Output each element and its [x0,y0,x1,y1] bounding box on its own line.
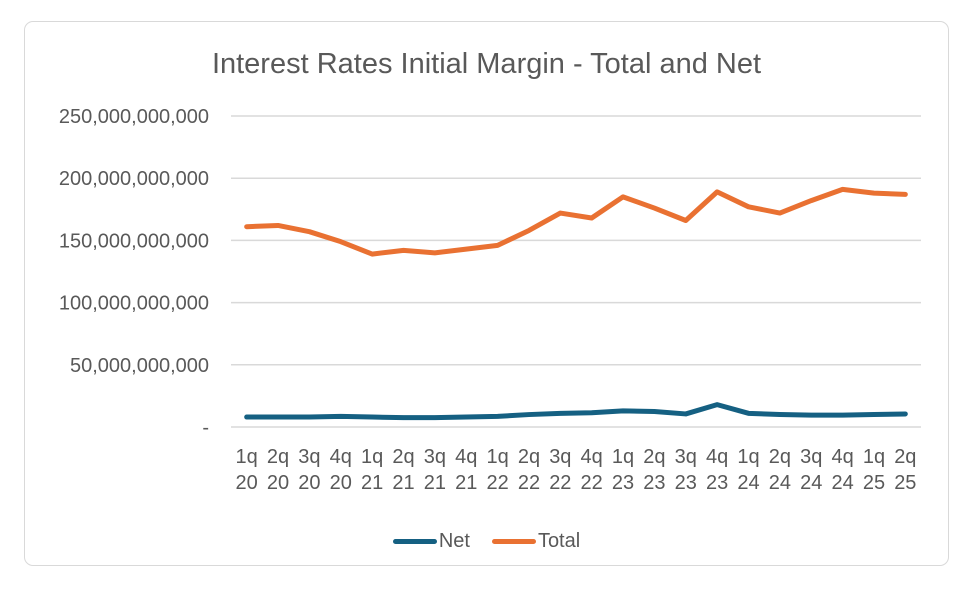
legend-item-net: Net [392,529,470,553]
y-axis-label: - [202,417,209,439]
x-axis-label: 3q 20 [298,446,320,494]
x-axis-label: 4q 24 [831,446,853,494]
x-axis-label: 3q 22 [549,446,571,494]
y-axis-label: 150,000,000,000 [59,230,209,252]
total-series-line [244,186,908,257]
net-series-line [244,402,908,421]
x-axis-label: 1q 23 [612,446,634,494]
net-legend-label: Net [438,529,470,552]
x-axis-label: 2q 23 [643,446,665,494]
net-line-swatch-icon [392,538,437,544]
total-line-swatch-icon [491,538,536,544]
x-axis-label: 1q 21 [361,446,383,494]
x-axis-label: 4q 21 [455,446,477,494]
y-axis-label: 250,000,000,000 [59,106,209,128]
plot-area: 250,000,000,000 200,000,000,000 150,000,00… [59,106,921,494]
y-axis-label: 50,000,000,000 [70,355,209,377]
x-axis-label: 3q 24 [800,446,822,494]
x-axis-label: 4q 20 [330,446,352,494]
x-axis-label: 4q 23 [706,446,728,494]
x-axis-label: 4q 22 [581,446,603,494]
chart-container: 250,000,000,000 200,000,000,000 150,000,00… [24,21,949,566]
chart-title: Interest Rates Initial Margin - Total an… [211,48,762,80]
x-axis-label: 2q 25 [894,446,916,494]
x-axis-label: 1q 25 [863,446,885,494]
legend-item-total: Total [491,529,581,553]
x-axis-label: 2q 21 [392,446,414,494]
y-axis-label: 100,000,000,000 [59,293,209,315]
x-axis-label: 1q 20 [236,446,258,494]
x-axis-label: 1q 22 [486,446,508,494]
x-axis-label: 2q 20 [267,446,289,494]
total-legend-label: Total [537,529,581,552]
x-axis-label: 1q 24 [737,446,759,494]
chart-legend: Net Total [25,526,948,556]
y-axis-label: 200,000,000,000 [59,168,209,190]
x-axis-label: 3q 23 [675,446,697,494]
x-axis-label: 3q 21 [424,446,446,494]
x-axis-label: 2q 24 [769,446,791,494]
x-axis-label: 2q 22 [518,446,540,494]
